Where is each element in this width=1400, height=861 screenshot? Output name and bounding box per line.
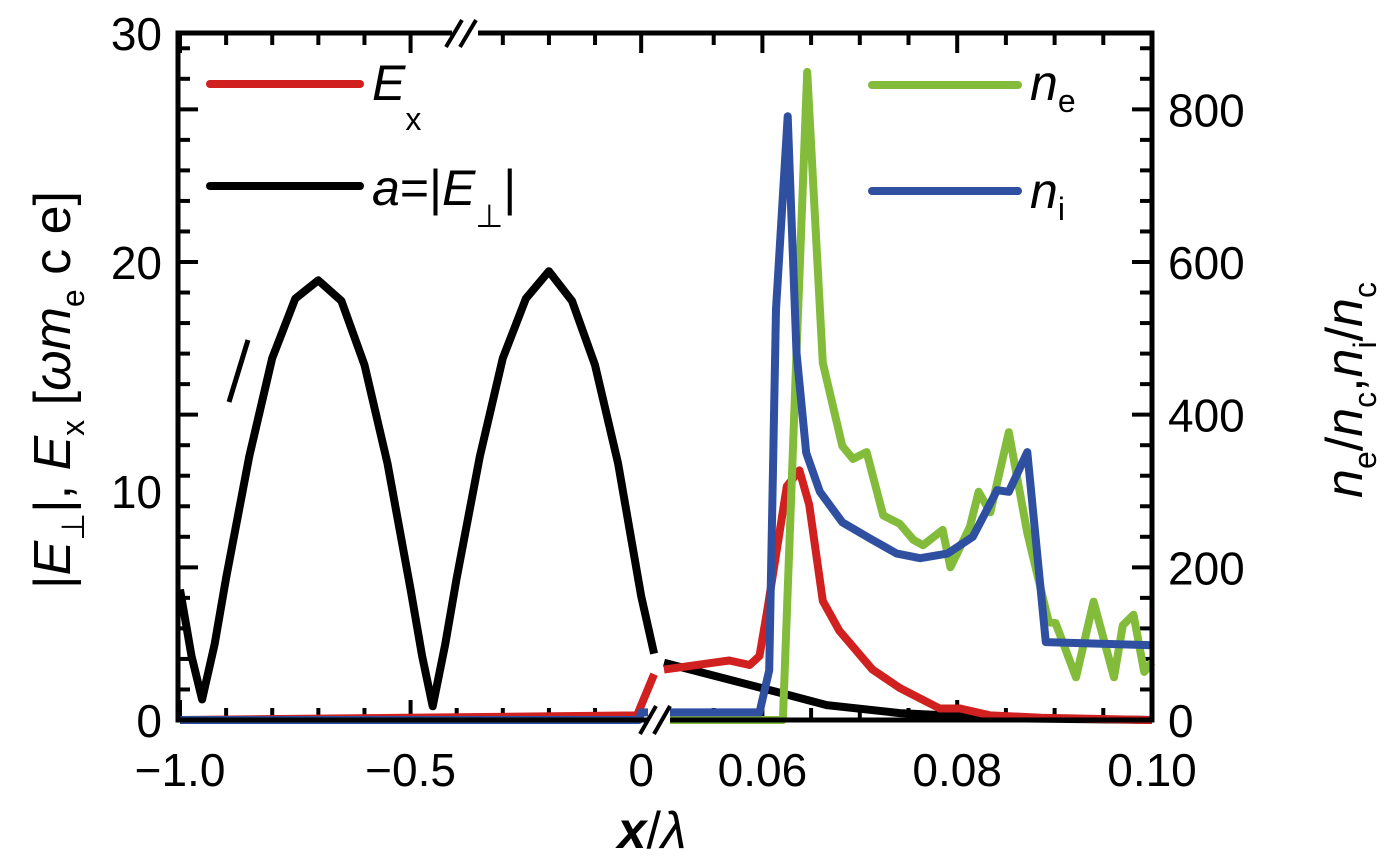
legend-label-ni: ni [1030, 163, 1065, 227]
annotation-slash [226, 339, 251, 403]
series-line-a [176, 267, 1153, 724]
legend-right: ne ni [868, 55, 1076, 227]
y-right-tick-label: 800 [1168, 84, 1245, 136]
legend-label-ne: ne [1030, 55, 1076, 119]
legend-label-a: a=|E⊥| [372, 160, 516, 234]
y-right-tick-label: 200 [1168, 542, 1245, 594]
series-line-ne [664, 67, 1156, 724]
y-left-tick-label: 30 [111, 8, 162, 60]
series-line-Ex [179, 466, 1153, 724]
y-left-tick-label: 0 [136, 695, 162, 747]
series-line-ni [180, 112, 1153, 724]
x-tick-label: 0.10 [1107, 744, 1197, 796]
y-axis-left-label: |E⊥|, Ex [ωme c e] [24, 191, 91, 589]
plot-area [176, 67, 1156, 724]
tick-labels: −1.0 −0.5 0 0.06 0.08 0.100102030020040060080… [111, 8, 1245, 796]
y-left-tick-label: 10 [111, 466, 162, 518]
plot-frame [175, 30, 1155, 723]
x-tick-label: 0.06 [718, 744, 808, 796]
y-right-tick-label: 600 [1168, 237, 1245, 289]
y-right-tick-label: 400 [1168, 390, 1245, 442]
x-tick-label: 0 [628, 744, 654, 796]
x-tick-label: 0.08 [912, 744, 1002, 796]
legend-label-ex: Ex [372, 55, 421, 137]
y-axis-right-label: ne/nc,ni/nc [1316, 282, 1383, 498]
legend-left: Ex a=|E⊥| [206, 55, 516, 234]
x-tick-label: −0.5 [365, 744, 456, 796]
x-axis-label: x/λ [615, 802, 687, 860]
axis-break-bottom [638, 705, 672, 735]
y-left-tick-label: 20 [111, 237, 162, 289]
axis-ticks [178, 33, 1154, 722]
axis-break-top [444, 18, 478, 49]
x-tick-label: −1.0 [135, 744, 226, 796]
y-right-tick-label: 0 [1168, 695, 1194, 747]
